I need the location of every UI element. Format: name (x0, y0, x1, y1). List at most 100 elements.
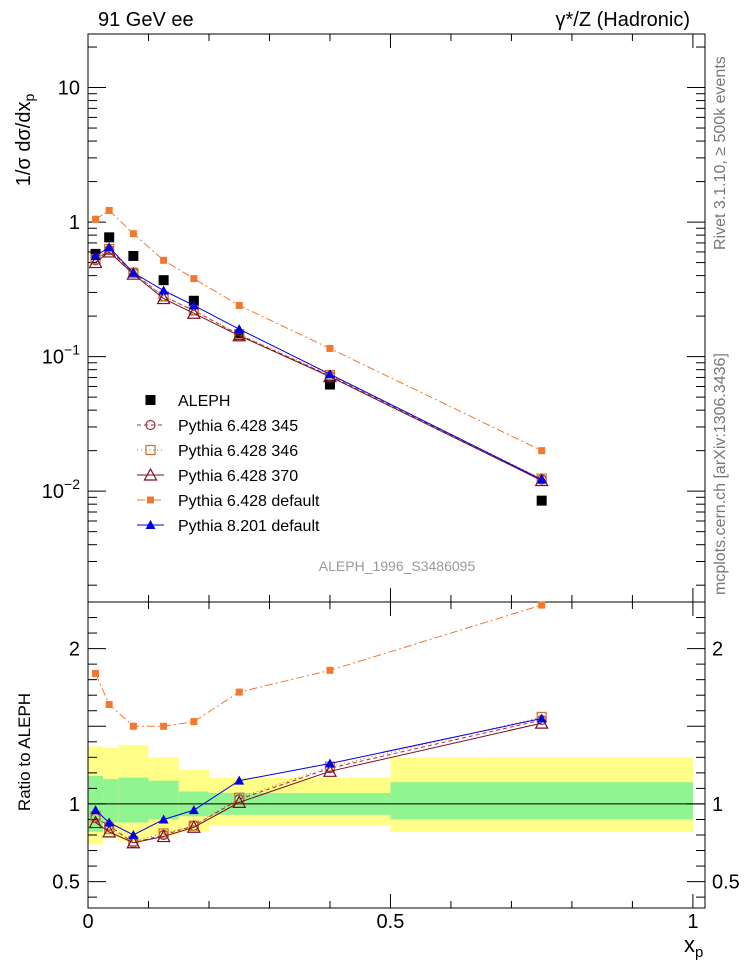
series-pythia-8-201-default-point (536, 474, 547, 484)
error-band-inner (103, 779, 119, 823)
series-pythia-8-201-default-point (158, 285, 169, 295)
ratio-tick-label: 2 (69, 639, 80, 661)
series-pythia-8-201-default-line (95, 246, 542, 480)
series-pythia-6-428-default-ratio-point (105, 701, 113, 709)
series-pythia-8-201-default-point (90, 250, 101, 260)
rivet-version-label: Rivet 3.1.10, ≥ 500k events (712, 56, 729, 250)
y-tick-label: 10−2 (42, 476, 80, 503)
y-tick-label: 10 (58, 78, 80, 100)
x-tick-label: 0 (82, 911, 93, 933)
xlabel: xp (684, 932, 703, 961)
upper-plot: 10 1 10−1 10−2 (42, 33, 706, 908)
series-aleph-point (128, 250, 139, 261)
series-pythia-6-428-default-point (235, 301, 243, 309)
series-pythia-6-428-default-ratio-point (235, 688, 243, 696)
series-pythia-6-428-370-line (95, 251, 542, 481)
series-aleph-point (158, 275, 169, 286)
series-pythia-8-201-default-point (234, 324, 245, 334)
series-pythia-8-201-default-ratio-point (536, 713, 547, 723)
legend-pythia-8-201-default-marker (145, 520, 156, 529)
series-pythia-6-428-345-ratio-line (95, 719, 542, 844)
series-pythia-8-201-default-ratio-point (158, 814, 169, 824)
ratio-tick-label: 0.5 (52, 872, 80, 894)
y-tick-label: 10−1 (42, 342, 80, 369)
series-pythia-6-428-346-line (95, 248, 542, 480)
legend: ALEPH Pythia 6.428 345 Pythia 6.428 346 Pyt… (137, 393, 320, 535)
legend-pythia-6-428-370-label: Pythia 6.428 370 (178, 468, 298, 485)
upper-frame (87, 33, 706, 603)
series-pythia-6-428-default-point (129, 230, 137, 238)
series-pythia-6-428-default-ratio-line (95, 604, 542, 727)
legend-pythia-6-428-370-marker (143, 467, 158, 481)
ratio-tick-label-right: 2 (712, 639, 723, 661)
energy-title: 91 GeV ee (98, 9, 194, 31)
series-pythia-6-428-370-ratio-point (102, 824, 117, 838)
ratio-tick-label-right: 0.5 (712, 872, 740, 894)
series-pythia-6-428-default-point (92, 215, 100, 223)
series-pythia-6-428-370-point (102, 244, 117, 258)
legend-pythia-6-428-346-marker (145, 444, 156, 456)
series-pythia-6-428-default-ratio-point (129, 722, 137, 730)
ratio-plot: 0 0.5 12 21 10.5 0.5 (52, 601, 740, 933)
series-pythia-8-201-default-point (188, 300, 199, 310)
x-tick-label: 0.5 (377, 911, 405, 933)
legend-pythia-6-428-default-marker (147, 496, 154, 504)
series-pythia-6-428-370-point (156, 291, 171, 305)
upper-ylabel: 1/σ dσ/dxp (13, 94, 37, 187)
series-pythia-6-428-370-ratio-point (232, 795, 247, 808)
series-pythia-6-428-default-ratio-point (92, 669, 100, 677)
series-pythia-6-428-default-point (190, 275, 198, 283)
legend-pythia-6-428-345-label: Pythia 6.428 345 (178, 418, 298, 435)
series-pythia-6-428-default-ratio-point (326, 666, 334, 674)
series-pythia-8-201-default-ratio-point (188, 805, 199, 815)
legend-pythia-6-428-345-marker (145, 419, 156, 431)
series-pythia-6-428-346-ratio-point (158, 828, 169, 839)
series-pythia-8-201-default-ratio-point (104, 817, 115, 827)
legend-pythia-6-428-default-label: Pythia 6.428 default (178, 493, 320, 510)
ratio-ylabel: Ratio to ALEPH (15, 693, 34, 811)
series-pythia-6-428-default-point (160, 256, 168, 264)
series-pythia-6-428-default-ratio-point (190, 718, 198, 726)
series-pythia-6-428-default-line (95, 209, 542, 452)
mcplots-label: mcplots.cern.ch [arXiv:1306.3436] (712, 353, 729, 595)
series-pythia-8-201-default-ratio-point (90, 805, 101, 815)
series-pythia-8-201-default-ratio-line (95, 718, 542, 836)
series-pythia-8-201-default-point (324, 369, 335, 379)
series-pythia-6-428-370-ratio-point (126, 835, 141, 849)
series-pythia-8-201-default-ratio-point (234, 775, 245, 785)
series-pythia-6-428-370-point (186, 306, 201, 319)
legend-pythia-8-201-default-label: Pythia 8.201 default (178, 518, 320, 535)
series-pythia-6-428-default-ratio-point (538, 601, 546, 609)
analysis-id-label: ALEPH_1996_S3486095 (319, 558, 476, 574)
legend-aleph-label: ALEPH (178, 393, 230, 410)
series-pythia-8-201-default-ratio-point (128, 829, 139, 839)
series-aleph-point (536, 495, 547, 506)
series-pythia-6-428-370-ratio-point (534, 715, 549, 729)
series-pythia-6-428-370-ratio-point (156, 829, 171, 843)
legend-aleph-marker (145, 395, 156, 405)
series-pythia-6-428-default-point (326, 344, 334, 352)
series-pythia-8-201-default-point (104, 242, 115, 252)
series-aleph-point (324, 379, 335, 390)
series-pythia-6-428-370-point (232, 328, 247, 342)
series-pythia-6-428-default-ratio-point (160, 722, 168, 730)
series-pythia-6-428-370-point (88, 255, 103, 269)
error-band-inner (148, 780, 179, 820)
ratio-tick-label-right: 1 (712, 794, 723, 816)
series-pythia-6-428-default-point (105, 206, 113, 214)
lower-frame (87, 601, 706, 909)
series-pythia-6-428-370-ratio-point (322, 764, 337, 777)
series-pythia-6-428-370-ratio-point (186, 819, 201, 833)
series-aleph-point (234, 329, 245, 340)
series-pythia-6-428-370-ratio-point (88, 815, 103, 829)
series-pythia-6-428-346-ratio-line (95, 716, 542, 842)
ratio-tick-label: 1 (69, 794, 80, 816)
x-tick-label: 1 (687, 911, 698, 933)
legend-pythia-6-428-346-label: Pythia 6.428 346 (178, 443, 298, 460)
error-band-inner (390, 782, 693, 820)
series-pythia-6-428-default-point (538, 447, 546, 455)
process-title: γ*/Z (Hadronic) (556, 9, 690, 31)
error-band-inner (118, 777, 149, 823)
series-aleph-point (104, 232, 115, 243)
